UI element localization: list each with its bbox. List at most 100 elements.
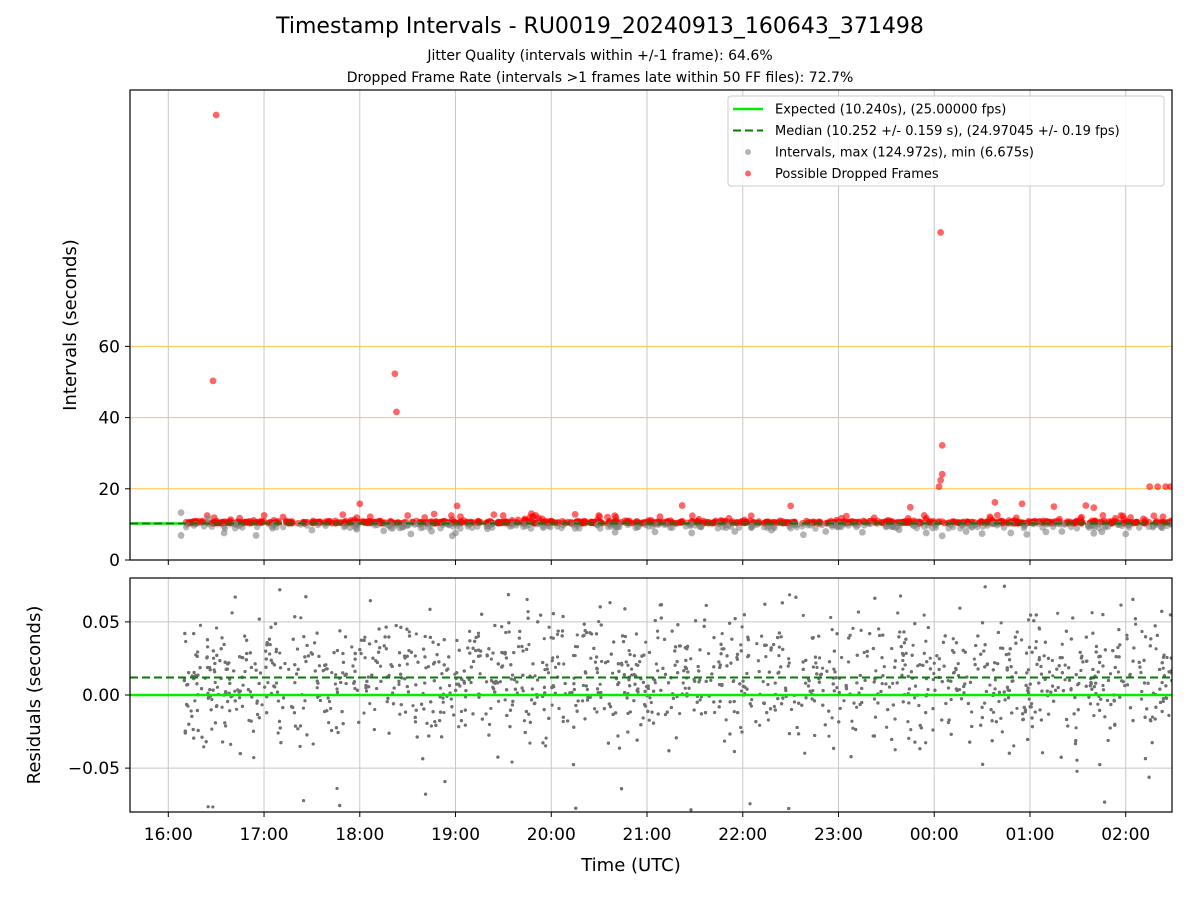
residual-point bbox=[463, 708, 467, 712]
interval-point bbox=[978, 530, 986, 538]
residual-point bbox=[842, 699, 846, 703]
residual-point bbox=[703, 618, 707, 622]
residual-point bbox=[210, 697, 214, 702]
residual-point bbox=[1015, 630, 1019, 634]
residual-point bbox=[438, 718, 442, 723]
residual-point bbox=[956, 673, 961, 678]
residual-point bbox=[725, 654, 729, 658]
residual-point bbox=[338, 629, 342, 633]
residual-point bbox=[371, 656, 375, 660]
x-tick-label-1600: 16:00 bbox=[144, 825, 193, 845]
residual-point bbox=[462, 679, 466, 684]
residual-point bbox=[1165, 655, 1169, 660]
residual-point bbox=[1146, 681, 1150, 685]
dropped-frame-point bbox=[210, 514, 218, 522]
residual-point bbox=[374, 659, 378, 663]
residual-point bbox=[983, 585, 987, 589]
residual-point bbox=[433, 720, 437, 724]
residual-point bbox=[811, 665, 815, 669]
residual-point bbox=[198, 623, 203, 627]
residual-point bbox=[684, 658, 688, 663]
residual-point bbox=[334, 673, 338, 677]
residual-point bbox=[1155, 633, 1159, 637]
dropped-frame-point bbox=[1099, 511, 1107, 519]
residual-point bbox=[195, 708, 199, 713]
residual-point bbox=[777, 645, 781, 649]
residual-point bbox=[521, 649, 525, 653]
residual-point bbox=[557, 706, 561, 711]
residual-point bbox=[1067, 678, 1072, 682]
residual-point bbox=[651, 815, 654, 818]
residual-point bbox=[983, 665, 987, 669]
dropped-frame-point bbox=[595, 512, 603, 519]
residual-point bbox=[698, 648, 702, 652]
residual-point bbox=[1063, 678, 1067, 682]
interval-point bbox=[768, 526, 775, 534]
residual-point bbox=[626, 711, 630, 716]
residual-point bbox=[378, 646, 382, 650]
residual-point bbox=[1092, 685, 1096, 689]
residual-point bbox=[240, 704, 245, 708]
residual-point bbox=[773, 708, 777, 712]
residual-point bbox=[848, 633, 852, 637]
residual-point bbox=[496, 699, 501, 703]
residual-point bbox=[881, 633, 885, 637]
residual-point bbox=[407, 634, 412, 638]
residual-point bbox=[868, 632, 872, 636]
residual-point bbox=[387, 731, 391, 735]
chart-title: Timestamp Intervals - RU0019_20240913_16… bbox=[276, 14, 924, 39]
residual-point bbox=[902, 641, 906, 645]
residual-point bbox=[1132, 646, 1136, 650]
residual-point bbox=[359, 651, 363, 656]
residual-point bbox=[299, 616, 303, 620]
residual-point bbox=[773, 681, 777, 685]
residual-point bbox=[269, 658, 273, 662]
residual-point bbox=[962, 691, 966, 695]
residual-point bbox=[926, 687, 930, 692]
dropped-frame-point bbox=[937, 476, 945, 484]
residual-point bbox=[608, 705, 613, 709]
residual-point bbox=[313, 669, 317, 673]
residual-point bbox=[1005, 685, 1010, 689]
interval-point bbox=[1168, 521, 1172, 528]
residual-point bbox=[1012, 744, 1016, 748]
residual-point bbox=[899, 645, 903, 649]
residual-point bbox=[192, 670, 196, 675]
interval-point bbox=[468, 524, 476, 531]
residual-point bbox=[1013, 635, 1017, 639]
residual-point bbox=[820, 666, 825, 670]
residual-point bbox=[1066, 724, 1070, 728]
residual-point bbox=[332, 651, 336, 655]
residual-point bbox=[754, 720, 758, 724]
residual-point bbox=[265, 711, 269, 715]
residual-point bbox=[654, 662, 659, 666]
interval-point bbox=[208, 523, 216, 530]
residual-point bbox=[922, 613, 926, 617]
residual-point bbox=[1056, 685, 1060, 690]
residual-point bbox=[628, 710, 632, 714]
residual-point bbox=[671, 696, 676, 700]
residual-point bbox=[423, 634, 427, 639]
residual-point bbox=[251, 729, 256, 733]
residual-point bbox=[718, 663, 722, 667]
residual-point bbox=[397, 679, 401, 683]
residual-point bbox=[675, 659, 679, 664]
dropped-frame-point bbox=[529, 512, 537, 520]
residual-point bbox=[187, 722, 191, 726]
residual-point bbox=[340, 710, 344, 714]
residual-point bbox=[1074, 726, 1078, 730]
residual-point bbox=[443, 779, 447, 784]
residual-point bbox=[851, 626, 855, 630]
residual-point bbox=[296, 727, 300, 731]
residual-point bbox=[970, 724, 974, 729]
x-tick-label-1800: 18:00 bbox=[335, 825, 384, 845]
x-tick-label-1900: 19:00 bbox=[431, 825, 480, 845]
residual-point bbox=[549, 636, 553, 640]
residual-point bbox=[946, 679, 950, 683]
residual-point bbox=[541, 660, 545, 665]
residual-point bbox=[979, 723, 983, 727]
residual-point bbox=[677, 644, 682, 648]
residual-point bbox=[592, 646, 596, 650]
residual-point bbox=[823, 723, 827, 727]
residual-point bbox=[1149, 637, 1153, 641]
